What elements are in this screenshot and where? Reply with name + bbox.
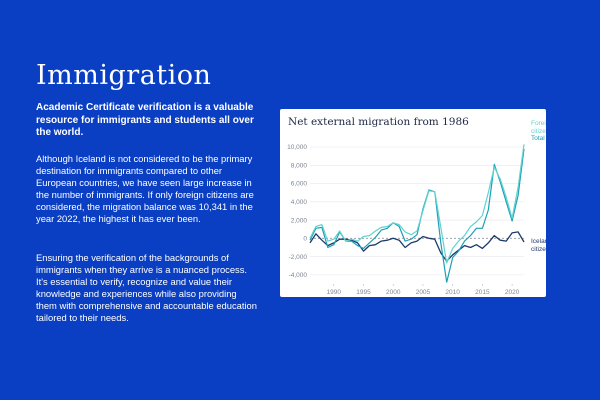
x-tick-label: 2005: [416, 289, 431, 296]
series-label: citizens: [531, 246, 546, 253]
x-tick-label: 2000: [386, 289, 401, 296]
y-tick-label: 4,000: [291, 199, 308, 206]
x-tick-label: 1990: [327, 289, 342, 296]
migration-chart-svg: 10,000 8,000 6,000 4,000 2,000 0 -2,000 -4,000 1…: [287, 120, 546, 296]
foreign-citizens-line: [309, 144, 525, 264]
y-tick-label: -4,000: [289, 272, 308, 279]
page-title: Immigration: [36, 60, 212, 91]
paragraph-verification: Ensuring the verification of the backgro…: [36, 252, 257, 323]
series-label: Foreign: [531, 120, 546, 127]
y-tick-label: 0: [303, 236, 307, 243]
y-tick-label: 8,000: [291, 162, 308, 169]
series-label: citizens: [531, 128, 546, 135]
x-tick-label: 2020: [505, 289, 520, 296]
x-tick-label: 2010: [445, 289, 460, 296]
icelandic-citizens-line: [309, 231, 525, 262]
chart-title: Net external migration from 1986: [288, 116, 469, 128]
y-tick-label: 6,000: [291, 181, 308, 188]
y-tick-label: 2,000: [291, 217, 308, 224]
y-tick-label: -2,000: [289, 254, 308, 261]
series-label: Total: [531, 135, 545, 142]
y-tick-label: 10,000: [287, 144, 307, 151]
total-line: [309, 148, 525, 283]
paragraph-immigration-stats: Although Iceland is not considered to be…: [36, 153, 254, 224]
x-tick-label: 1995: [356, 289, 371, 296]
lead-text: Academic Certificate verification is a v…: [36, 102, 254, 138]
x-tick-label: 2015: [475, 289, 490, 296]
migration-chart: Net external migration from 1986 10,000 8…: [280, 109, 546, 297]
series-label: Icelandic: [531, 238, 546, 245]
